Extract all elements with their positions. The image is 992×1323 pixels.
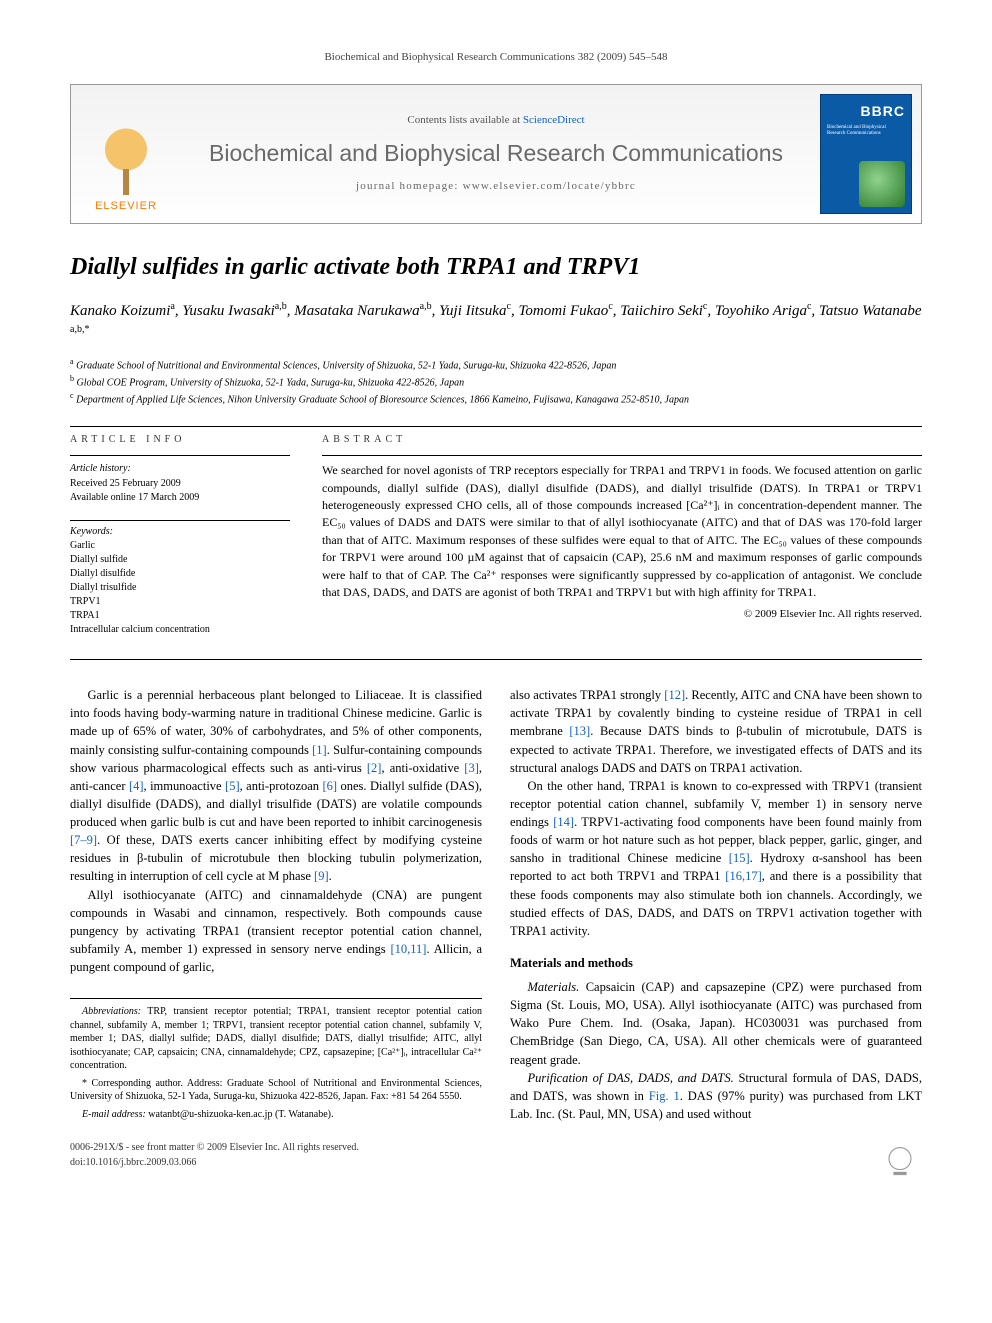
abbrev-label: Abbreviations: [82,1006,141,1017]
page-footer: 0006-291X/$ - see front matter © 2009 El… [70,1141,922,1185]
elsevier-mark-icon [878,1141,922,1185]
citation[interactable]: [3] [464,761,479,775]
citation[interactable]: [10,11] [390,942,426,956]
citation[interactable]: [9] [314,869,329,883]
affiliation: b Global COE Program, University of Shiz… [70,373,922,390]
rule-bottom [70,659,922,660]
elsevier-tree-icon [96,125,156,195]
affiliation: c Department of Applied Life Sciences, N… [70,390,922,407]
keywords-block: Keywords: GarlicDiallyl sulfideDiallyl d… [70,520,290,638]
footer-copyright: 0006-291X/$ - see front matter © 2009 El… [70,1141,359,1156]
citation[interactable]: [13] [569,724,590,738]
publisher-logo-slot: ELSEVIER [71,85,181,223]
citation[interactable]: [7–9] [70,833,97,847]
rule-top [70,426,922,427]
body-paragraph: Garlic is a perennial herbaceous plant b… [70,686,482,885]
footer-left: 0006-291X/$ - see front matter © 2009 El… [70,1141,359,1185]
cover-thumb-slot: BBRC Biochemical and Biophysical Researc… [811,85,921,223]
abbreviations-footnote: Abbreviations: TRP, transient receptor p… [70,1005,482,1073]
journal-title: Biochemical and Biophysical Research Com… [209,137,783,170]
body-paragraph: also activates TRPA1 strongly [12]. Rece… [510,686,922,777]
citation[interactable]: [12] [664,688,685,702]
citation[interactable]: [16,17] [725,869,761,883]
article-history: Article history: Received 25 February 20… [70,462,290,506]
footer-doi: doi:10.1016/j.bbrc.2009.03.066 [70,1156,359,1171]
elsevier-logo: ELSEVIER [81,105,171,215]
keyword: TRPV1 [70,595,290,609]
affiliation-list: a Graduate School of Nutritional and Env… [70,356,922,408]
citation[interactable]: [1] [312,743,327,757]
abstract-column: ABSTRACT We searched for novel agonists … [322,433,922,652]
abstract-body: We searched for novel agonists of TRP re… [322,462,922,601]
keyword: Diallyl trisulfide [70,581,290,595]
affiliation: a Graduate School of Nutritional and Env… [70,356,922,373]
history-line-1: Received 25 February 2009 [70,477,290,492]
footnotes: Abbreviations: TRP, transient receptor p… [70,998,482,1121]
cover-image-icon [859,161,905,207]
mm-lead: Materials. [528,980,580,994]
sciencedirect-link[interactable]: ScienceDirect [523,114,585,126]
figure-ref[interactable]: Fig. 1 [649,1089,680,1103]
journal-cover-thumb: BBRC Biochemical and Biophysical Researc… [820,94,912,214]
keyword: Garlic [70,539,290,553]
author-list: Kanako Koizumia, Yusaku Iwasakia,b, Masa… [70,299,922,346]
homepage-prefix: journal homepage: [356,180,463,192]
body-paragraph: On the other hand, TRPA1 is known to co-… [510,777,922,940]
abstract-label: ABSTRACT [322,433,922,448]
keyword: Diallyl disulfide [70,567,290,581]
journal-masthead: ELSEVIER Contents lists available at Sci… [70,84,922,224]
running-header: Biochemical and Biophysical Research Com… [70,50,922,66]
cover-abbrev: BBRC [861,101,905,121]
contents-prefix: Contents lists available at [407,114,522,126]
corresponding-author-footnote: * Corresponding author. Address: Graduat… [70,1077,482,1104]
mm-purification: Purification of DAS, DADS, and DATS. Str… [510,1069,922,1123]
citation[interactable]: [5] [225,779,240,793]
email-address[interactable]: watanbt@u-shizuoka-ken.ac.jp [146,1109,273,1120]
masthead-center: Contents lists available at ScienceDirec… [181,85,811,223]
article-info-column: ARTICLE INFO Article history: Received 2… [70,433,290,652]
citation[interactable]: [4] [129,779,144,793]
abstract-copyright: © 2009 Elsevier Inc. All rights reserved… [322,607,922,623]
email-label: E-mail address: [82,1109,146,1120]
history-header: Article history: [70,462,290,477]
contents-line: Contents lists available at ScienceDirec… [407,113,584,129]
corr-text: Corresponding author. Address: Graduate … [70,1078,482,1103]
keyword: Intracellular calcium concentration [70,623,290,637]
article-title: Diallyl sulfides in garlic activate both… [70,250,922,285]
keyword: TRPA1 [70,609,290,623]
cover-subtitle: Biochemical and Biophysical Research Com… [827,125,905,136]
article-info-label: ARTICLE INFO [70,433,290,448]
citation[interactable]: [14] [553,815,574,829]
history-line-2: Available online 17 March 2009 [70,491,290,506]
homepage-url[interactable]: www.elsevier.com/locate/ybbrc [463,180,636,192]
keyword: Diallyl sulfide [70,553,290,567]
publisher-name: ELSEVIER [95,199,157,215]
email-footnote: E-mail address: watanbt@u-shizuoka-ken.a… [70,1108,482,1122]
citation[interactable]: [6] [322,779,337,793]
footer-right [872,1141,922,1185]
citation[interactable]: [15] [729,851,750,865]
body-paragraph: Allyl isothiocyanate (AITC) and cinnamal… [70,886,482,977]
journal-homepage: journal homepage: www.elsevier.com/locat… [356,179,636,195]
citation[interactable]: [2] [367,761,382,775]
mm-lead: Purification of DAS, DADS, and DATS. [528,1071,734,1085]
email-who: (T. Watanabe). [272,1109,333,1120]
keywords-header: Keywords: [70,525,290,540]
article-body: Garlic is a perennial herbaceous plant b… [70,686,922,1125]
mm-materials: Materials. Capsaicin (CAP) and capsazepi… [510,978,922,1069]
abstract-rule [322,455,922,456]
info-rule [70,455,290,456]
section-heading-materials-methods: Materials and methods [510,954,922,972]
